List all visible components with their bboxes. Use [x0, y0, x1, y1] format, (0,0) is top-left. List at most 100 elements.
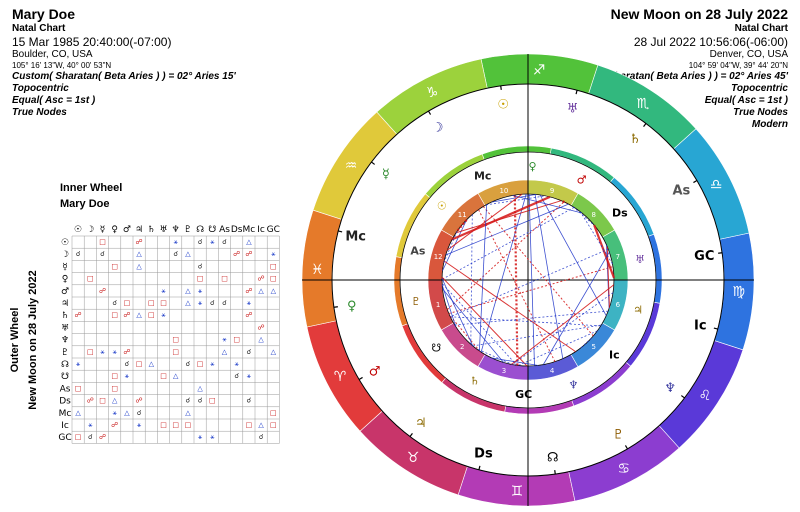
aspect-mark: □	[197, 360, 204, 368]
aspect-mark: △	[271, 348, 277, 356]
inner-planet-glyph: ♇	[411, 295, 421, 308]
aspect-line	[562, 200, 568, 205]
aspect-mark: ⚹	[271, 250, 276, 258]
house-number: 11	[458, 211, 467, 219]
aspect-mark: ☍	[258, 323, 265, 331]
outer-planet-tick	[624, 445, 628, 450]
aspect-mark: ⚹	[113, 348, 118, 356]
outer-planet-glyph: ☽	[432, 121, 444, 136]
right-chart-coords: 104° 59' 04"W, 39° 44' 20"N	[688, 61, 788, 71]
aspect-line	[606, 246, 610, 308]
house-number: 2	[460, 343, 464, 351]
aspect-mark: □	[172, 348, 179, 356]
inner-wheel-name: Mary Doe	[60, 198, 110, 210]
zodiac-glyph: ♈	[334, 369, 347, 385]
aspect-mark: ☌	[222, 299, 227, 307]
aspect-line	[441, 283, 518, 366]
aspect-mark: □	[209, 397, 216, 405]
aspect-mark: ⚹	[198, 433, 203, 441]
aspect-mark: ☍	[99, 433, 106, 441]
aspect-mark: ⚹	[88, 421, 93, 429]
aspect-line	[443, 231, 458, 264]
aspect-mark: □	[136, 360, 143, 368]
aspect-mark: △	[185, 250, 191, 258]
aspect-line	[456, 218, 469, 232]
outer-planet-glyph: ♄	[629, 132, 641, 147]
aspect-mark: ⚹	[100, 348, 105, 356]
aspect-mark: ☌	[210, 299, 215, 307]
grid-col-symbol: ♃	[135, 225, 143, 235]
aspect-mark: ☍	[111, 421, 118, 429]
aspect-mark: ☍	[245, 287, 252, 295]
right-chart-houses: Equal( Asc = 1st )	[704, 94, 788, 106]
aspect-mark: □	[270, 409, 277, 417]
house-number: 12	[434, 253, 443, 261]
grid-row-symbol: ☊	[61, 360, 69, 370]
outer-planet-glyph: ☉	[497, 98, 509, 113]
aspect-mark: □	[87, 348, 94, 356]
inner-planet-glyph: ♃	[633, 304, 643, 317]
grid-col-symbol: ♀	[111, 225, 118, 235]
grid-row-symbol: ☉	[61, 238, 69, 248]
aspect-line	[441, 278, 474, 347]
left-chart-nodes: True Nodes	[12, 106, 67, 118]
outer-wheel-label: Outer Wheel New Moon on 28 July 2022	[9, 270, 39, 409]
aspect-mark: ☍	[123, 348, 130, 356]
aspect-mark: ☌	[173, 250, 178, 258]
aspect-line	[475, 348, 514, 366]
aspect-mark: ☌	[222, 238, 227, 246]
house-number: 1	[436, 301, 440, 309]
outer-planet-glyph: ♀	[347, 299, 357, 314]
aspect-line	[441, 284, 457, 327]
aspect-mark: △	[136, 311, 142, 319]
aspect-mark: ☌	[125, 360, 130, 368]
aspect-mark: □	[124, 299, 131, 307]
house-number: 6	[616, 301, 621, 309]
aspect-line	[442, 288, 504, 363]
aspect-mark: ☌	[137, 409, 142, 417]
aspect-mark: ☌	[100, 250, 105, 258]
aspect-line	[511, 284, 615, 365]
left-chart-position: Topocentric	[12, 82, 69, 94]
aspect-mark: ☍	[87, 397, 94, 405]
grid-row-symbol: ♄	[61, 311, 69, 321]
inner-planet-glyph: Mc	[474, 169, 491, 182]
aspect-mark: ☌	[112, 299, 117, 307]
left-chart-place: Boulder, CO, USA	[12, 49, 93, 61]
aspect-mark: □	[111, 372, 118, 380]
aspect-grid: ☉☉☽☽☿☿♀♀♂♂♃♃♄♄♅♅♆♆♇♇☊☊☋☋AsAsDsDsMcMcIcIc…	[58, 225, 280, 444]
aspect-line	[542, 251, 610, 365]
aspect-line	[539, 194, 607, 316]
outer-planet-glyph: ☿	[382, 167, 390, 182]
right-chart-position: Topocentric	[731, 82, 788, 94]
aspect-line	[454, 310, 609, 326]
outer-planet-glyph: Ic	[694, 319, 707, 334]
left-chart-type: Natal Chart	[12, 22, 66, 34]
inner-planet-glyph: Ic	[609, 348, 620, 361]
aspect-line	[593, 224, 616, 279]
aspect-mark: △	[258, 421, 264, 429]
aspect-mark: ⚹	[137, 421, 142, 429]
aspect-line	[472, 324, 602, 347]
inner-planet-glyph: ☉	[437, 199, 447, 212]
aspect-mark: ☌	[247, 397, 252, 405]
outer-planet-glyph: ♅	[567, 102, 579, 117]
aspect-mark: ☍	[136, 397, 143, 405]
house-number: 3	[502, 367, 506, 375]
aspect-mark: □	[148, 299, 155, 307]
outer-planet-glyph: Ds	[474, 446, 493, 461]
aspect-mark: ☍	[258, 275, 265, 283]
grid-row-symbol: Ds	[59, 397, 71, 407]
grid-row-symbol: ♇	[61, 348, 69, 358]
aspect-mark: ☌	[186, 360, 191, 368]
aspect-mark: □	[233, 336, 240, 344]
aspect-mark: ☍	[99, 287, 106, 295]
outer-planet-tick	[680, 395, 685, 399]
aspect-line	[572, 206, 595, 227]
outer-planet-glyph: ♂	[369, 364, 381, 379]
right-chart-type: Natal Chart	[734, 22, 788, 34]
outer-planet-glyph: As	[672, 184, 690, 199]
aspect-mark: □	[270, 275, 277, 283]
aspect-mark: ☌	[76, 250, 81, 258]
grid-col-symbol: ♄	[147, 225, 155, 235]
